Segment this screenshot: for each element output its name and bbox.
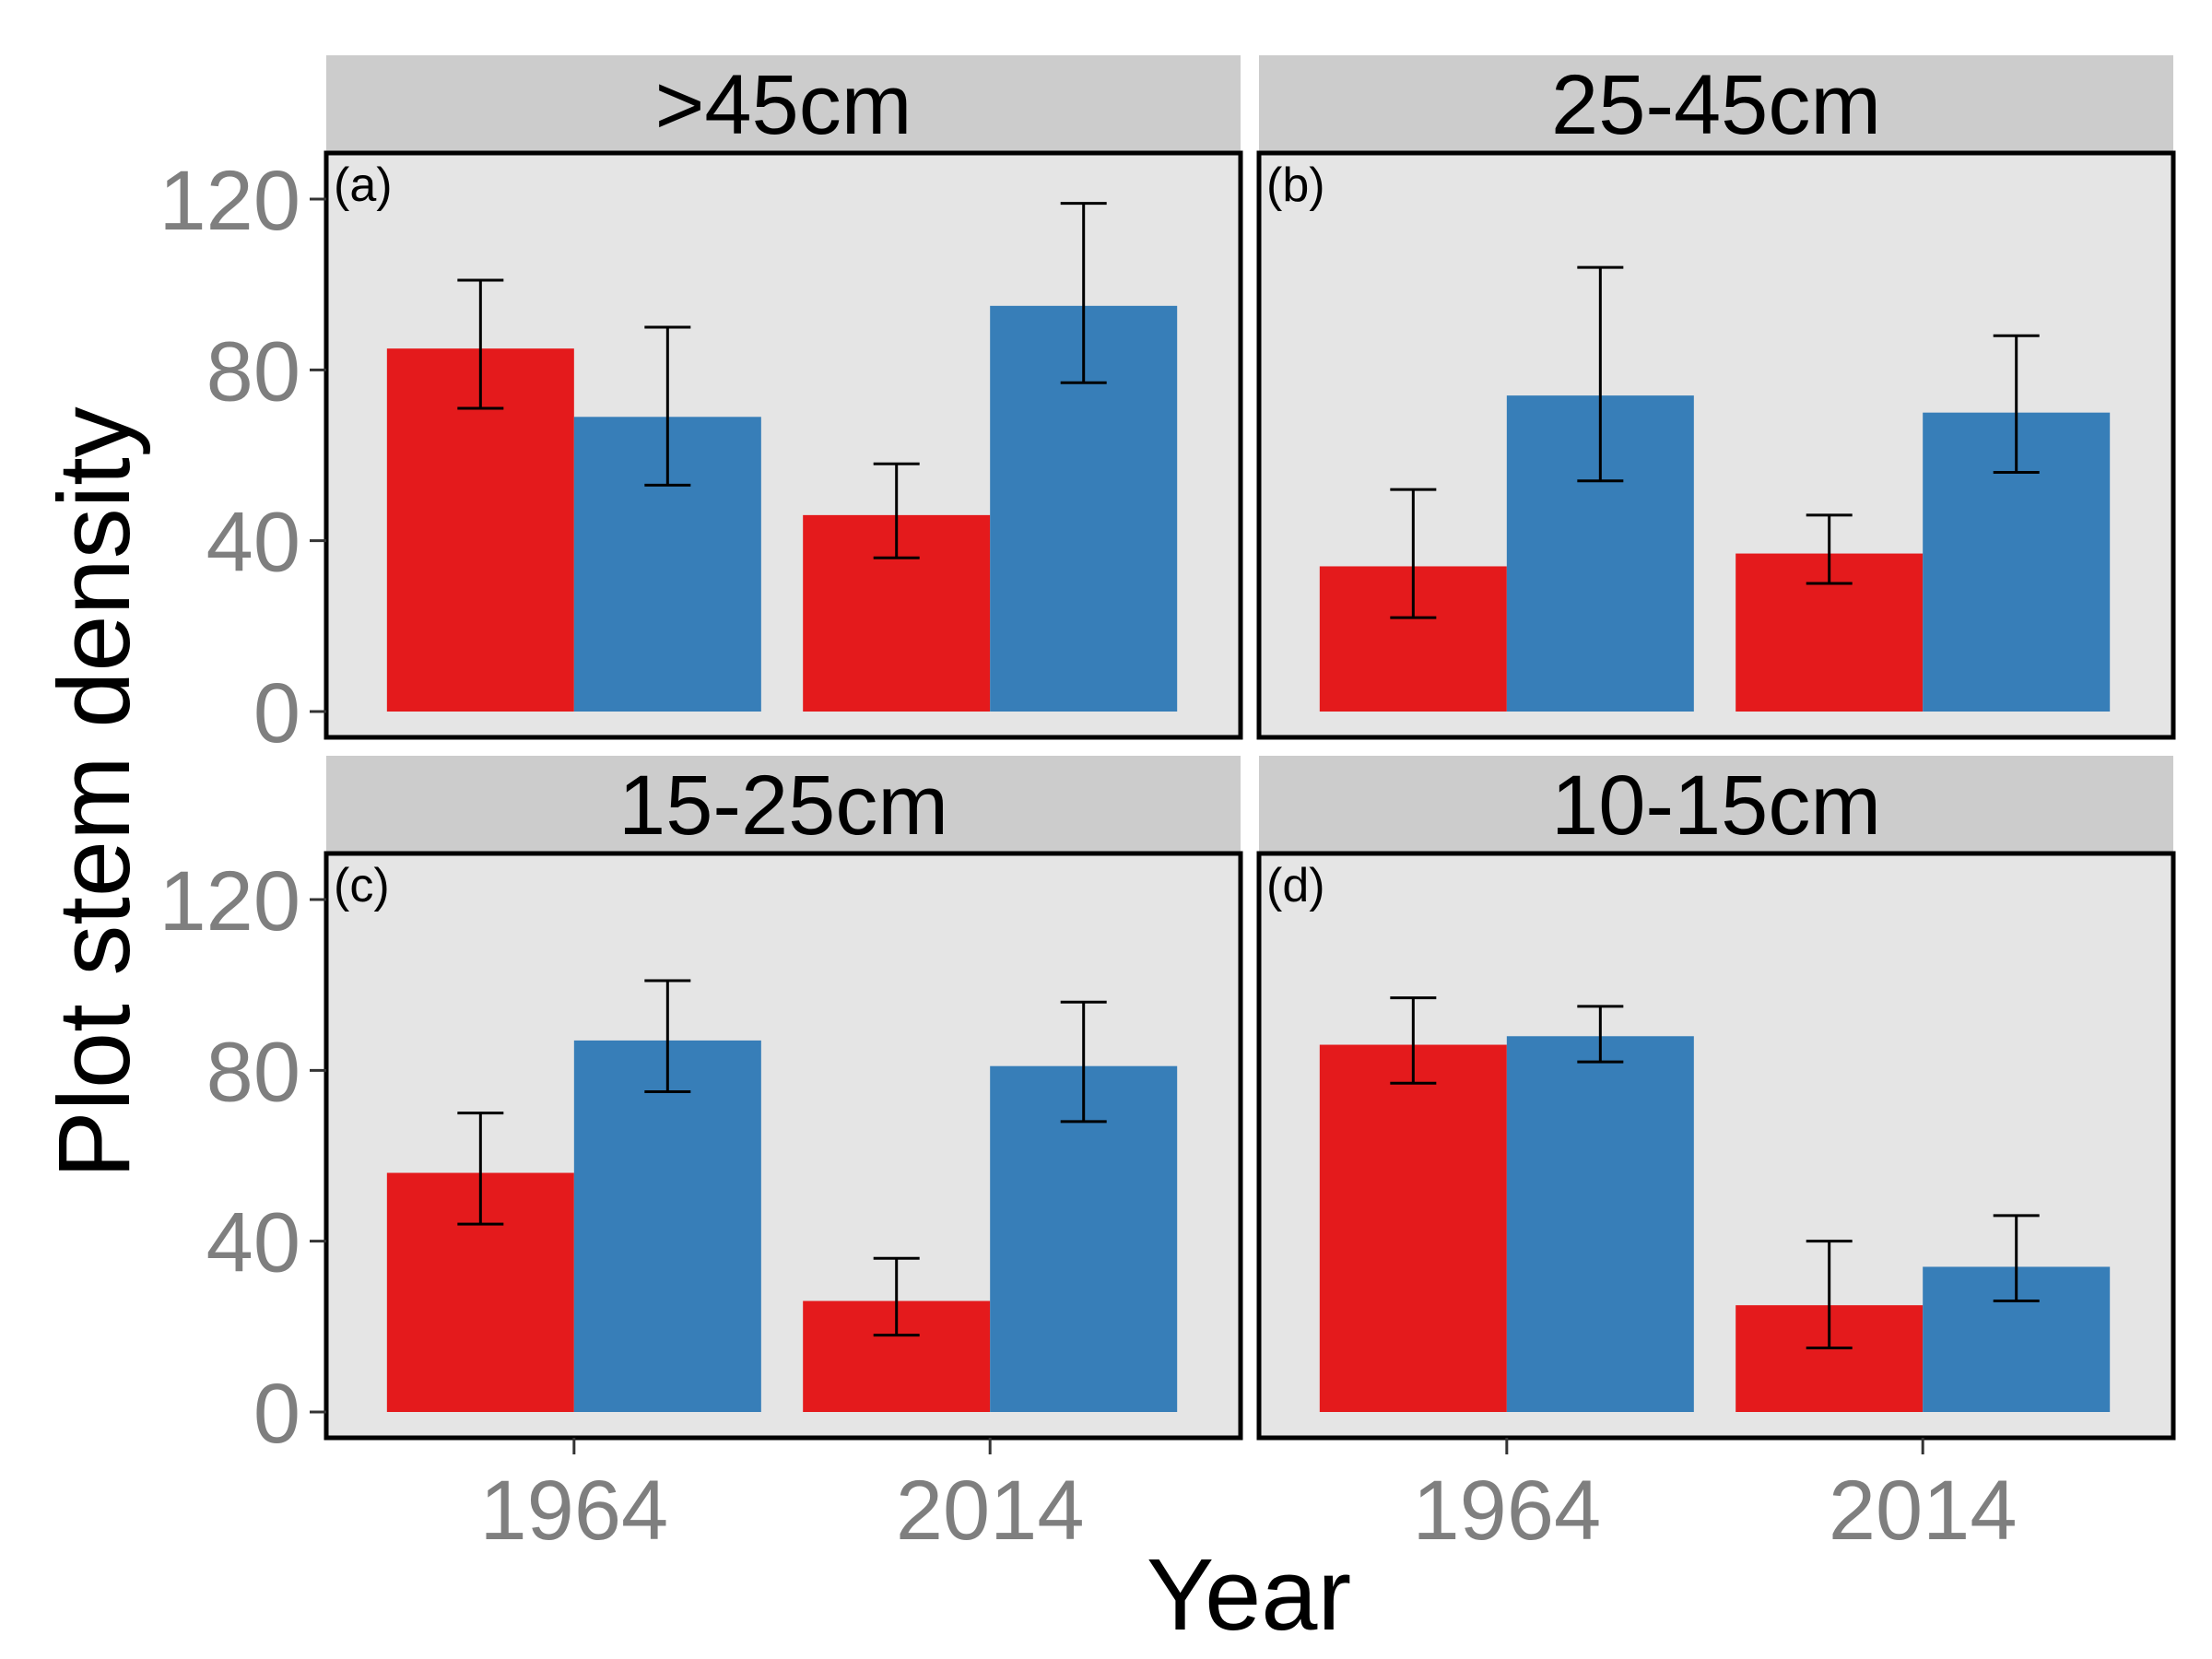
y-tick-label: 120: [159, 154, 301, 248]
y-tick-label: 80: [206, 324, 300, 418]
y-tick-label: 120: [159, 854, 301, 948]
panels-layer: >45cm 0 40 80 120 (a) 25-45cm (b) 15-25cm 0 40 80 12…: [159, 55, 2176, 1558]
bar: [1319, 1044, 1507, 1412]
strip-label: 15-25cm: [618, 759, 948, 853]
strip-label: 10-15cm: [1551, 759, 1881, 853]
x-tick-label: 2014: [1829, 1464, 2018, 1558]
panel-tag: (d): [1266, 859, 1325, 912]
y-tick-label: 40: [206, 496, 300, 590]
strip-label: >45cm: [655, 58, 912, 152]
x-tick-label: 1964: [1412, 1464, 1601, 1558]
strip-label: 25-45cm: [1551, 58, 1881, 152]
bar: [990, 1065, 1178, 1412]
bar: [1506, 1036, 1694, 1412]
bar: [573, 1040, 761, 1412]
strip-background: [326, 55, 1241, 151]
y-tick-label: 0: [253, 666, 300, 760]
panel-2: 25-45cm (b): [1256, 55, 2176, 740]
x-axis-title: Year: [1147, 1538, 1351, 1652]
panel-tag: (b): [1266, 159, 1325, 212]
panel-1: >45cm 0 40 80 120 (a): [159, 55, 1243, 760]
panel-4: 10-15cm 1964 2014 (d): [1256, 756, 2176, 1558]
y-tick-label: 40: [206, 1196, 300, 1290]
x-tick-label: 1964: [479, 1464, 668, 1558]
strip-background: [1259, 55, 2173, 151]
panel-tag: (a): [334, 159, 393, 212]
y-axis-title: Plot stem density: [38, 406, 151, 1179]
y-tick-label: 0: [253, 1367, 300, 1461]
panel-tag: (c): [334, 859, 390, 912]
y-tick-label: 80: [206, 1025, 300, 1119]
strip-background: [326, 756, 1241, 852]
x-tick-label: 2014: [896, 1464, 1085, 1558]
strip-background: [1259, 756, 2173, 852]
panel-3: 15-25cm 0 40 80 120 1964 2014 (c): [159, 756, 1243, 1558]
